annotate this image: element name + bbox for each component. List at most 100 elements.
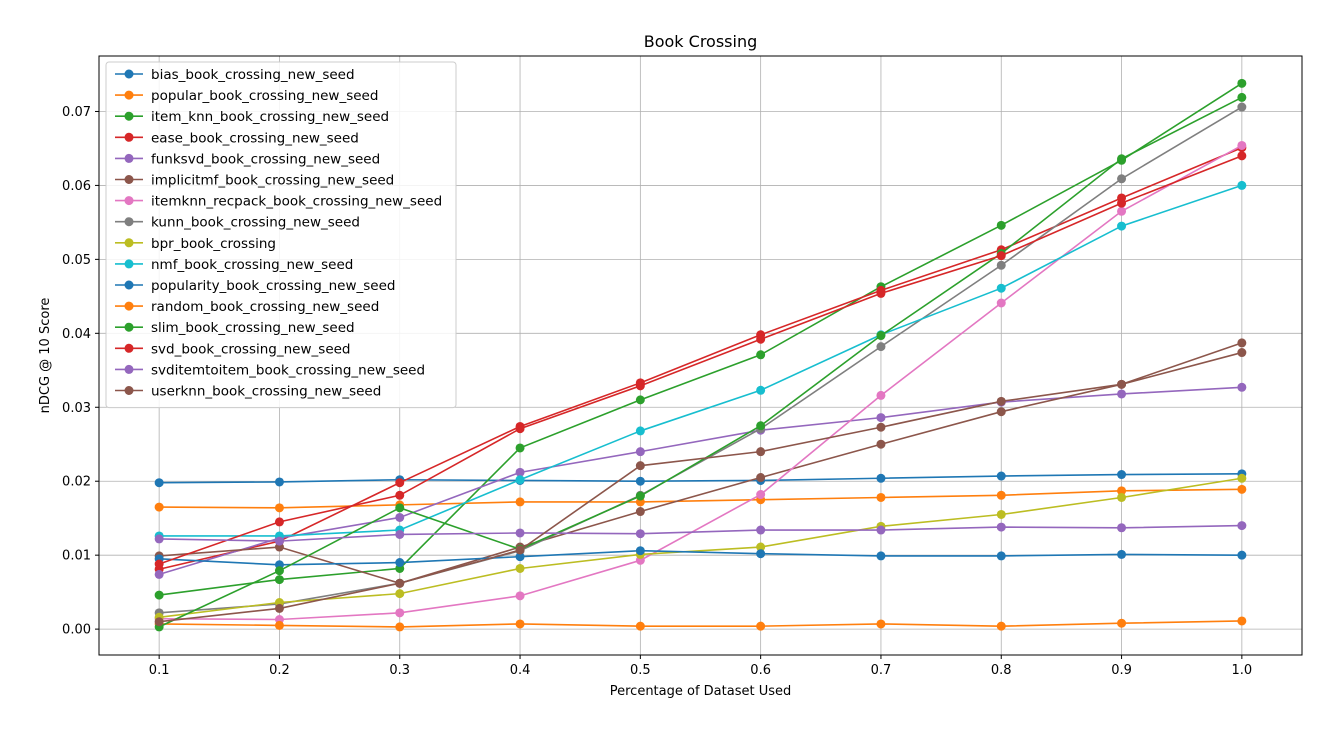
series-line [159,620,1242,628]
legend-label: item_knn_book_crossing_new_seed [151,109,389,125]
data-point [1237,151,1247,161]
data-point [996,220,1006,230]
data-point [876,390,886,400]
series-line [159,524,1242,542]
data-point [1237,78,1247,88]
data-point [1237,180,1247,190]
data-point [274,477,284,487]
series-line [158,146,1243,570]
y-tick-label: 0.05 [62,253,91,268]
x-axis-title: Percentage of Dataset Used [610,684,792,699]
legend-swatch-marker [124,343,134,353]
legend-swatch-marker [124,69,134,79]
data-point [756,421,766,431]
data-point [756,473,766,483]
data-point [756,334,766,344]
series-line [159,184,1243,537]
legend-item: popular_book_crossing_new_seed [115,88,378,104]
series-lines [154,78,1247,632]
legend-swatch-marker [124,386,134,395]
x-tick-label: 1.0 [1232,663,1253,678]
legend-item: slim_book_crossing_new_seed [115,320,355,336]
data-point [395,589,405,599]
data-point [996,490,1006,500]
legend-item: popularity_book_crossing_new_seed [115,278,395,294]
x-tick-label: 0.4 [510,663,531,678]
data-point [515,591,525,601]
data-point [876,439,886,449]
data-point [996,283,1006,293]
series-line [158,155,1243,565]
series-line [159,488,1242,509]
data-point [154,590,164,600]
x-tick-label: 0.5 [630,663,651,678]
data-point [635,476,645,486]
legend-label: svd_book_crossing_new_seed [151,341,351,357]
data-point [1117,379,1127,389]
legend-item: ease_book_crossing_new_seed [115,130,359,146]
legend-swatch-marker [124,259,134,269]
y-tick-label: 0.01 [62,549,91,564]
x-tick-label: 0.9 [1111,663,1132,678]
legend-label: popularity_book_crossing_new_seed [151,278,395,294]
data-point [515,563,525,573]
data-point [1117,174,1127,184]
legend-label: kunn_book_crossing_new_seed [151,215,360,231]
data-point [154,569,164,579]
data-point [756,447,766,457]
data-point [756,350,766,360]
data-point [274,575,284,585]
data-point [1117,618,1127,628]
legend-swatch-marker [124,238,134,248]
data-point [996,621,1006,631]
legend-swatch-marker [124,111,134,121]
data-point [635,621,645,631]
data-point [154,502,164,512]
data-point [876,331,886,341]
data-point [274,620,284,630]
data-point [515,552,525,562]
series-line [158,96,1243,628]
legend-label: bias_book_crossing_new_seed [151,67,355,83]
legend-label: popular_book_crossing_new_seed [151,88,378,104]
data-point [876,492,886,502]
legend-item: userknn_book_crossing_new_seed [115,384,381,400]
legend-label: userknn_book_crossing_new_seed [151,384,381,400]
y-tick-label: 0.02 [62,475,91,490]
data-point [515,467,525,477]
data-point [274,603,284,613]
plot-frame [98,55,1303,656]
data-point [395,608,405,618]
data-point [515,475,525,485]
data-point [996,260,1006,270]
data-point [1117,486,1127,496]
data-point [756,542,766,552]
series-line [159,82,1243,596]
x-tick-label: 0.7 [871,663,892,678]
legend-item: funksvd_book_crossing_new_seed [115,151,380,167]
data-point [515,443,525,453]
chart-title: Book Crossing [644,32,758,51]
legend-item: implicitmf_book_crossing_new_seed [115,173,394,189]
legend-item: svditemtoitem_book_crossing_new_seed [115,362,425,378]
data-point [274,503,284,513]
y-tick-label: 0.03 [62,401,91,416]
series-svd_book_crossing_new_seed [154,151,1247,569]
data-point [395,578,405,588]
data-point [876,525,886,535]
data-point [876,288,886,298]
x-tick-label: 0.3 [389,663,410,678]
data-point [1237,616,1247,626]
legend-swatch-marker [124,90,134,100]
data-point [876,342,886,352]
data-point [1117,470,1127,480]
data-point [1117,549,1127,559]
x-tick-label: 0.1 [149,663,170,678]
data-point [395,622,405,632]
data-point [635,447,645,457]
data-point [756,490,766,500]
legend-swatch-marker [124,175,134,184]
y-tick-label: 0.04 [62,327,91,342]
data-point [274,536,284,546]
